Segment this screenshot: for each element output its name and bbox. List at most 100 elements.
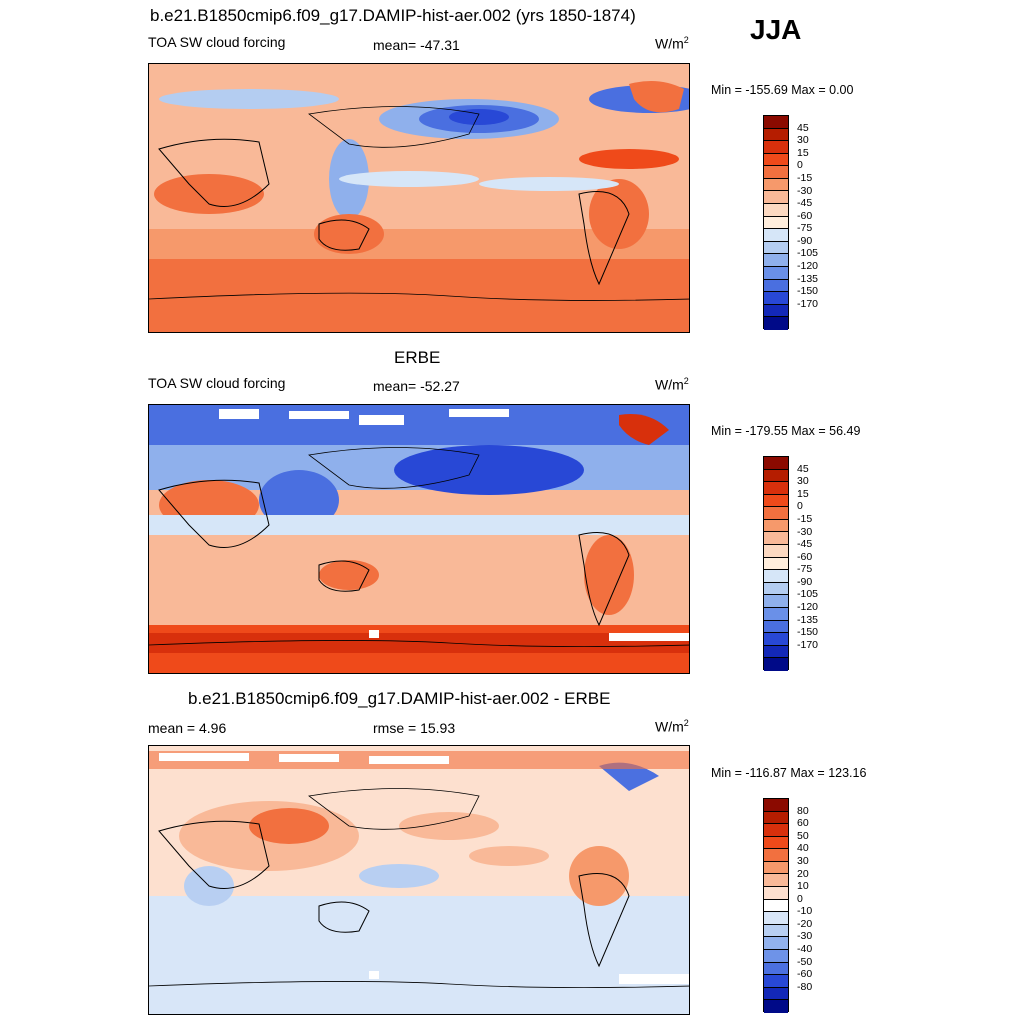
panel1-title: b.e21.B1850cmip6.f09_g17.DAMIP-hist-aer.… (150, 6, 636, 25)
colorbar-swatch (764, 457, 788, 470)
panel3-title: b.e21.B1850cmip6.f09_g17.DAMIP-hist-aer.… (188, 689, 611, 708)
colorbar-tick-label: -30 (797, 930, 813, 943)
panel1-minmax: Min = -155.69 Max = 0.00 (711, 83, 854, 97)
colorbar-tick-label: -50 (797, 955, 813, 968)
colorbar-tick-label: 30 (797, 134, 809, 147)
colorbar-tick-label: -60 (797, 968, 813, 981)
colorbar-tick-label: -120 (797, 601, 819, 614)
colorbar-swatch (764, 937, 788, 950)
colorbar-swatch (764, 849, 788, 862)
colorbar-swatch (764, 645, 788, 659)
colorbar-swatch (764, 874, 788, 888)
colorbar-swatch (764, 582, 788, 596)
colorbar-swatch (764, 304, 788, 318)
colorbar-swatch (764, 292, 788, 305)
season-label: JJA (750, 14, 802, 45)
colorbar-tick-label: -135 (797, 272, 819, 285)
colorbar-tick-label: -150 (797, 626, 819, 639)
panel2-title: ERBE (394, 348, 441, 367)
colorbar-swatch (764, 899, 788, 913)
colorbar-swatch (764, 191, 788, 205)
colorbar-tick-label: 0 (797, 500, 803, 513)
colorbar-swatch (764, 545, 788, 558)
colorbar-swatch (764, 141, 788, 154)
colorbar-swatch (764, 166, 788, 179)
colorbar-tick-label: 40 (797, 842, 809, 855)
colorbar-tick-label: -60 (797, 209, 813, 222)
colorbar-tick-label: -90 (797, 234, 813, 247)
colorbar-tick-label: -45 (797, 538, 813, 551)
panel3-minmax: Min = -116.87 Max = 123.16 (711, 766, 867, 780)
colorbar-tick-label: -60 (797, 550, 813, 563)
colorbar-tick-label: -30 (797, 184, 813, 197)
colorbar-tick-label: -105 (797, 588, 819, 601)
colorbar-tick-label: 10 (797, 880, 809, 893)
colorbar-tick-label: -30 (797, 525, 813, 538)
panel2-minmax: Min = -179.55 Max = 56.49 (711, 424, 861, 438)
colorbar-swatch (764, 128, 788, 142)
panel3-units: W/m2 (655, 718, 689, 735)
colorbar-tick-label: -105 (797, 247, 819, 260)
panel2-variable-label: TOA SW cloud forcing (148, 375, 286, 391)
colorbar-tick-label: -40 (797, 943, 813, 956)
colorbar-swatch (764, 924, 788, 938)
colorbar-swatch (764, 494, 788, 508)
colorbar-tick-label: 45 (797, 462, 809, 475)
colorbar-swatch (764, 229, 788, 242)
colorbar-tick-label: -75 (797, 222, 813, 235)
colorbar-tick-label: -45 (797, 197, 813, 210)
colorbar-tick-label: -15 (797, 171, 813, 184)
colorbar-swatch (764, 519, 788, 533)
panel1-mean-label: mean= -47.31 (373, 37, 460, 53)
colorbar-tick-label: 0 (797, 892, 803, 905)
colorbar-swatch (764, 887, 788, 900)
panel1-units: W/m2 (655, 35, 689, 52)
panel2-units: W/m2 (655, 376, 689, 393)
colorbar-tick-label: -150 (797, 285, 819, 298)
colorbar-tick-label: -80 (797, 980, 813, 993)
colorbar-swatch (764, 116, 788, 129)
colorbar-swatch (764, 1000, 788, 1013)
panel1-map (148, 63, 690, 333)
colorbar-tick-label: -75 (797, 563, 813, 576)
colorbar-swatch (764, 204, 788, 217)
colorbar-swatch (764, 507, 788, 520)
colorbar-swatch (764, 620, 788, 634)
colorbar-tick-label: 0 (797, 159, 803, 172)
colorbar-tick-label: 30 (797, 854, 809, 867)
colorbar-swatch (764, 633, 788, 646)
colorbar-swatch (764, 975, 788, 988)
panel3-map (148, 745, 690, 1015)
colorbar-tick-label: 20 (797, 867, 809, 880)
colorbar-tick-label: 15 (797, 487, 809, 500)
panel3-colorbar (763, 798, 789, 1013)
colorbar-swatch (764, 557, 788, 571)
colorbar-swatch (764, 482, 788, 495)
colorbar-swatch (764, 595, 788, 608)
panel2-mean-label: mean= -52.27 (373, 378, 460, 394)
colorbar-tick-label: 60 (797, 817, 809, 830)
colorbar-swatch (764, 216, 788, 230)
colorbar-tick-label: 45 (797, 121, 809, 134)
colorbar-swatch (764, 241, 788, 255)
colorbar-swatch (764, 836, 788, 850)
colorbar-swatch (764, 178, 788, 192)
colorbar-swatch (764, 799, 788, 812)
panel3-rmse-label: rmse = 15.93 (373, 720, 456, 736)
colorbar-swatch (764, 824, 788, 837)
colorbar-tick-label: 50 (797, 829, 809, 842)
colorbar-swatch (764, 607, 788, 621)
colorbar-swatch (764, 861, 788, 875)
colorbar-tick-label: -90 (797, 575, 813, 588)
colorbar-swatch (764, 266, 788, 280)
colorbar-swatch (764, 949, 788, 963)
colorbar-tick-label: -170 (797, 297, 819, 310)
colorbar-swatch (764, 279, 788, 293)
colorbar-tick-label: -170 (797, 638, 819, 651)
colorbar-tick-label: -120 (797, 260, 819, 273)
colorbar-swatch (764, 153, 788, 167)
panel1-colorbar (763, 115, 789, 330)
colorbar-swatch (764, 962, 788, 976)
panel2-map (148, 404, 690, 674)
colorbar-swatch (764, 987, 788, 1001)
